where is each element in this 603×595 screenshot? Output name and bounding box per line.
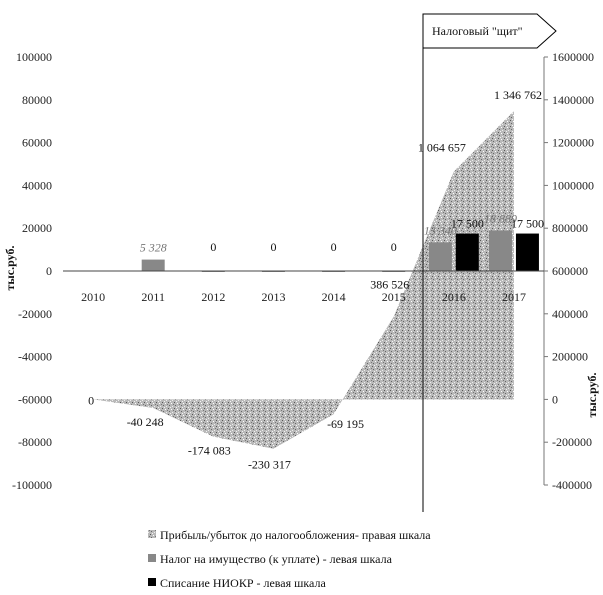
profit-data-label: 1 064 657 [418,141,466,155]
left-axis: -100000 -80000 -60000 -40000 -20000 0 20000 400… [12,50,52,492]
x-tick-label: 2013 [261,290,285,304]
property-tax-data-label: 0 [391,240,397,254]
profit-data-label: -230 317 [248,458,291,472]
right-axis-tick-label: 0 [552,392,558,406]
property-tax-bar [428,242,452,271]
property-tax-data-label: 5 328 [140,241,167,255]
legend-item-profit-label: Прибыль/убыток до налогообложения- права… [160,528,431,542]
shield-box: Налоговый "щит" [422,13,557,49]
rnd-writeoff-bar [455,233,479,271]
right-axis: -400000 -200000 0 200000 400000 600000 800000 1… [543,50,594,492]
profit-data-label: -40 248 [127,415,164,429]
x-axis: 2010 2011 2012 2013 2014 2015 2016 2017 [63,270,544,304]
rnd-writeoff-bar [515,233,539,271]
legend: Прибыль/убыток до налогообложения- права… [148,528,431,590]
left-axis-tick-label: -80000 [18,435,52,449]
left-axis-tick-label: 100000 [16,50,52,64]
x-tick-label: 2012 [201,290,225,304]
right-axis-title: тыс.руб. [585,373,599,418]
left-axis-tick-label: 60000 [22,136,52,150]
right-axis-tick-label: 1600000 [552,50,594,64]
x-tick-label: 2010 [81,290,105,304]
property-tax-data-label: 0 [270,240,276,254]
profit-data-label: 386 526 [370,278,409,292]
right-axis-tick-label: 600000 [552,264,588,278]
right-axis-tick-label: 800000 [552,221,588,235]
profit-area-series [93,111,514,449]
left-axis-tick-label: 20000 [22,221,52,235]
property-tax-data-label: 18 889 [484,212,517,226]
data-labels: 0 -40 248 -174 083 -230 317 -69 195 386 526 1 … [88,88,544,471]
right-axis-tick-label: 400000 [552,307,588,321]
left-axis-tick-label: -20000 [18,307,52,321]
legend-item-rnd-swatch [148,578,156,586]
right-axis-tick-label: 1200000 [552,136,594,150]
left-axis-tick-label: -40000 [18,350,52,364]
x-tick-label: 2016 [442,290,466,304]
right-axis-tick-label: 1400000 [552,93,594,107]
right-axis-tick-label: 1000000 [552,178,594,192]
property-tax-bar [141,259,165,271]
rnd-writeoff-data-label: 17 500 [451,217,484,231]
profit-data-label: 1 346 762 [494,88,542,102]
left-axis-tick-label: 80000 [22,93,52,107]
legend-item-property-tax-swatch [148,554,156,562]
property-tax-data-label: 0 [210,240,216,254]
property-tax-data-label: 13 340 [424,223,457,237]
x-tick-label: 2017 [502,290,526,304]
shield-label: Налоговый "щит" [432,24,523,38]
left-axis-tick-label: 40000 [22,178,52,192]
legend-item-rnd-label: Списание НИОКР - левая шкала [160,576,326,590]
x-tick-label: 2011 [141,290,165,304]
left-axis-title: тыс.руб. [3,246,17,291]
right-axis-tick-label: -200000 [552,435,592,449]
left-axis-tick-label: 0 [46,264,52,278]
right-axis-tick-label: 200000 [552,350,588,364]
rnd-writeoff-data-label: 17 500 [511,217,544,231]
profit-area [93,111,514,449]
profit-data-label: -174 083 [188,444,231,458]
property-tax-data-label: 0 [331,240,337,254]
profit-data-label: -69 195 [327,417,364,431]
property-tax-bar [488,230,512,271]
profit-data-label: 0 [88,393,94,407]
x-tick-label: 2014 [322,290,346,304]
left-axis-tick-label: -100000 [12,478,52,492]
x-tick-label: 2015 [382,290,406,304]
right-axis-tick-label: -400000 [552,478,592,492]
legend-item-property-tax-label: Налог на имущество (к уплате) - левая шк… [160,552,393,566]
left-axis-tick-label: -60000 [18,392,52,406]
legend-item-profit-swatch [148,530,156,538]
